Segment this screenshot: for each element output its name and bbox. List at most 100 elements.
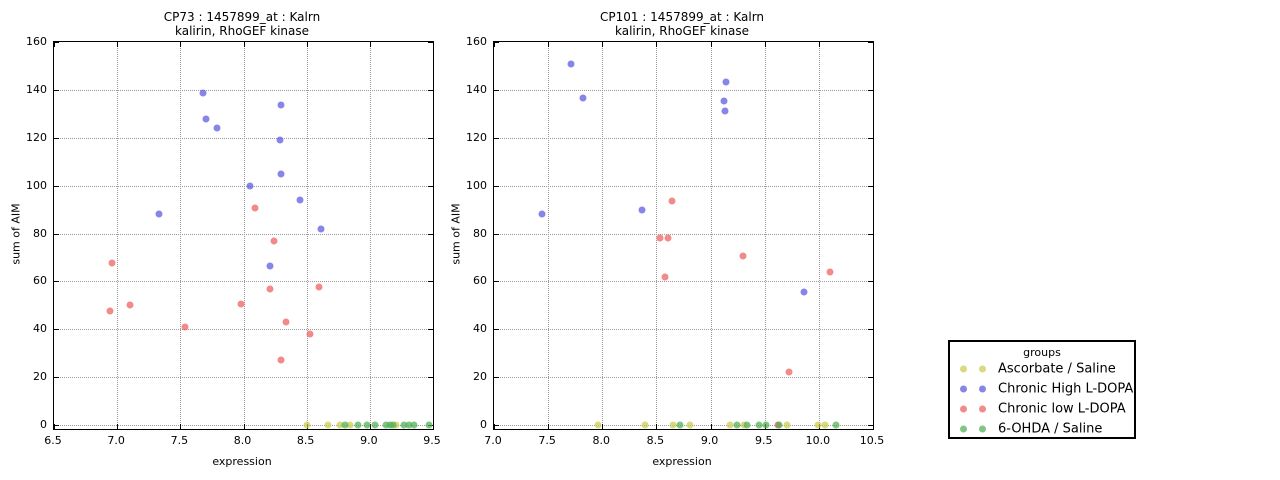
axis-tick <box>428 42 433 43</box>
y-tick-label: 100 <box>26 178 47 192</box>
y-tick-label: 100 <box>466 178 487 192</box>
scatter-point <box>346 421 354 429</box>
x-tick-label: 10.5 <box>859 434 885 447</box>
high-ldopa-marker-icon <box>979 385 986 393</box>
axis-tick <box>433 42 434 47</box>
axis-tick <box>868 137 873 139</box>
axis-tick <box>656 42 658 47</box>
scatter-point <box>425 421 433 429</box>
axis-tick <box>243 424 245 429</box>
scatter-point <box>826 268 834 276</box>
scatter-point <box>315 283 323 291</box>
scatter-point <box>800 288 808 296</box>
gridline <box>494 377 873 379</box>
axis-tick <box>428 281 433 283</box>
x-tick-label: 7.5 <box>538 434 556 447</box>
scatter-point <box>821 421 829 429</box>
scatter-point <box>266 285 274 293</box>
axis-tick <box>54 42 55 47</box>
scatter-point <box>336 421 343 429</box>
axis-tick <box>428 185 433 187</box>
x-tick-label: 7.0 <box>107 434 125 447</box>
scatter-point <box>108 259 116 267</box>
y-tick-label: 160 <box>26 35 47 48</box>
axis-tick <box>548 424 550 429</box>
scatter-plot-cp73 <box>53 41 434 430</box>
scatter-point <box>785 368 793 376</box>
legend-title: groups <box>1023 346 1061 359</box>
axis-tick <box>602 424 604 429</box>
axis-tick <box>494 42 499 43</box>
scatter-point <box>669 421 677 429</box>
scatter-point <box>594 421 602 429</box>
x-tick-label: 9.0 <box>360 434 378 447</box>
ascorbate-marker-icon <box>979 365 986 373</box>
axis-tick <box>873 42 874 47</box>
scatter-point <box>303 421 311 429</box>
x-tick-label: 8.0 <box>233 434 252 447</box>
x-tick-label: 8.5 <box>646 434 665 447</box>
plot1-xlabel: expression <box>212 455 272 468</box>
axis-tick <box>710 42 712 47</box>
axis-tick <box>868 329 873 331</box>
scatter-point <box>382 421 390 429</box>
legend-label: Ascorbate / Saline <box>998 361 1116 377</box>
gridline <box>494 185 873 187</box>
gridline <box>494 89 873 91</box>
scatter-point <box>775 421 783 429</box>
legend-label: Chronic High L-DOPA <box>998 381 1134 397</box>
high-ldopa-marker-icon <box>960 385 967 393</box>
axis-tick <box>54 233 59 235</box>
axis-tick <box>54 42 59 43</box>
scatter-point <box>638 206 646 214</box>
gridline <box>306 42 308 429</box>
gridline <box>54 89 433 91</box>
scatter-point <box>721 107 729 115</box>
gridline <box>54 185 433 187</box>
scatter-point <box>405 421 413 429</box>
scatter-point <box>755 421 763 429</box>
low-ldopa-marker-icon <box>960 405 967 413</box>
scatter-point <box>389 421 397 429</box>
scatter-point <box>276 136 284 144</box>
gridline <box>54 329 433 331</box>
axis-tick <box>868 42 873 43</box>
gridline <box>117 42 119 429</box>
scatter-point <box>579 94 587 102</box>
scatter-point <box>106 307 114 315</box>
legend-label: Chronic low L-DOPA <box>998 401 1126 417</box>
axis-tick <box>868 377 873 379</box>
scatter-point <box>400 421 408 429</box>
scatter-point <box>199 89 207 97</box>
gridline <box>54 281 433 283</box>
plot2-title-line1: CP101 : 1457899_at : Kalrn <box>599 10 765 24</box>
gridline <box>602 42 604 429</box>
scatter-point <box>277 101 285 109</box>
axis-tick <box>54 89 59 91</box>
y-tick-label: 40 <box>33 322 47 336</box>
ohda-marker-icon <box>960 425 967 433</box>
scatter-point <box>246 182 254 190</box>
axis-tick <box>818 42 820 47</box>
axis-tick <box>54 329 59 331</box>
axis-tick <box>602 42 604 47</box>
ascorbate-marker-icon <box>960 365 967 373</box>
gridline <box>54 377 433 379</box>
axis-tick <box>764 42 766 47</box>
x-tick-label: 7.0 <box>484 434 502 447</box>
gridline <box>180 42 182 429</box>
ohda-marker-icon <box>979 425 986 433</box>
scatter-point <box>155 210 163 218</box>
axis-tick <box>494 233 499 235</box>
axis-tick <box>548 42 550 47</box>
scatter-point <box>251 204 259 212</box>
scatter-point <box>341 421 349 429</box>
y-tick-label: 80 <box>33 226 47 240</box>
y-tick-label: 60 <box>33 274 47 288</box>
scatter-point <box>783 421 791 429</box>
scatter-point <box>392 421 400 429</box>
axis-tick <box>494 42 495 47</box>
axis-tick <box>180 424 182 429</box>
x-tick-label: 8.0 <box>592 434 611 447</box>
scatter-point <box>363 421 371 429</box>
